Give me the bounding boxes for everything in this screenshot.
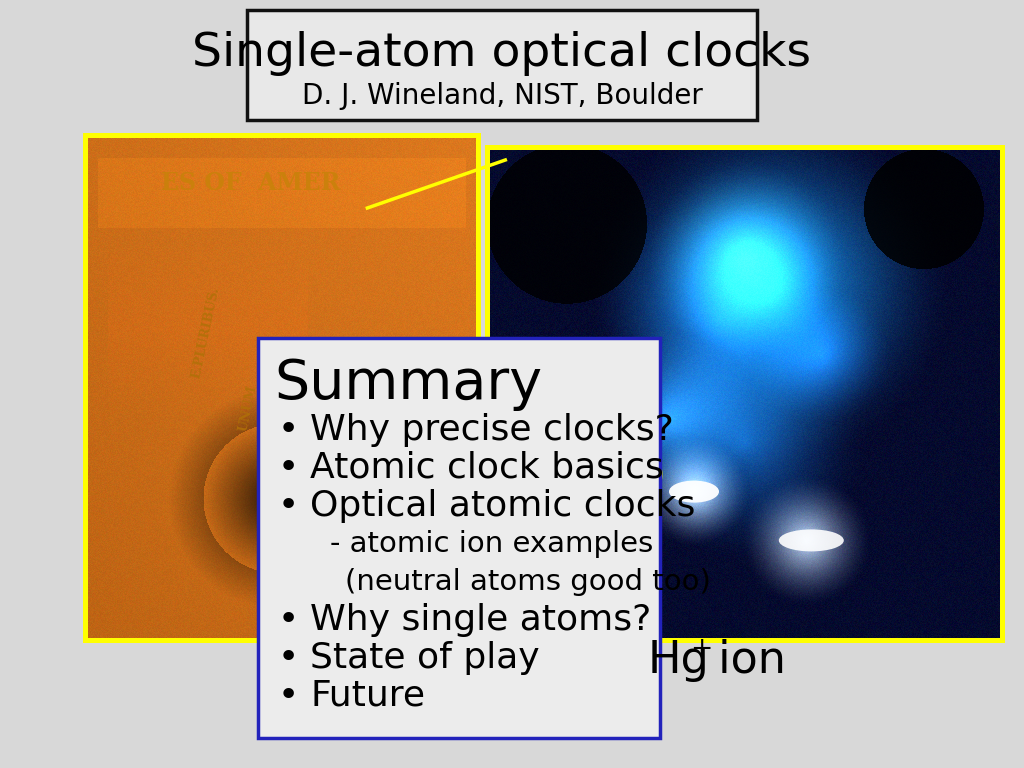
Text: •: • bbox=[278, 489, 299, 523]
Text: ES OF  AMER: ES OF AMER bbox=[161, 171, 341, 195]
Text: •: • bbox=[278, 641, 299, 675]
Ellipse shape bbox=[669, 481, 719, 502]
Text: Summary: Summary bbox=[274, 357, 542, 411]
Text: ion: ion bbox=[705, 638, 785, 681]
Text: Optical atomic clocks: Optical atomic clocks bbox=[310, 489, 695, 523]
Bar bbox=[83, 133, 481, 643]
FancyBboxPatch shape bbox=[247, 10, 757, 120]
Text: (neutral atoms good too): (neutral atoms good too) bbox=[345, 568, 711, 596]
Text: •: • bbox=[278, 413, 299, 447]
Text: Hg: Hg bbox=[648, 638, 710, 681]
Text: Atomic clock basics: Atomic clock basics bbox=[310, 451, 664, 485]
Text: D. J. Wineland, NIST, Boulder: D. J. Wineland, NIST, Boulder bbox=[301, 82, 702, 110]
Text: E.PLURIBUS.: E.PLURIBUS. bbox=[189, 286, 222, 380]
Text: Why precise clocks?: Why precise clocks? bbox=[310, 413, 674, 447]
Text: +: + bbox=[690, 636, 713, 662]
FancyBboxPatch shape bbox=[258, 338, 660, 738]
Text: •: • bbox=[278, 679, 299, 713]
Text: •: • bbox=[278, 603, 299, 637]
Ellipse shape bbox=[779, 529, 844, 551]
Text: State of play: State of play bbox=[310, 641, 540, 675]
Text: UNUM: UNUM bbox=[237, 383, 259, 432]
Text: - atomic ion examples: - atomic ion examples bbox=[330, 530, 653, 558]
Text: Why single atoms?: Why single atoms? bbox=[310, 603, 651, 637]
Text: Single-atom optical clocks: Single-atom optical clocks bbox=[193, 31, 811, 77]
Text: Future: Future bbox=[310, 679, 425, 713]
Text: •: • bbox=[278, 451, 299, 485]
Bar bbox=[485, 145, 1005, 643]
